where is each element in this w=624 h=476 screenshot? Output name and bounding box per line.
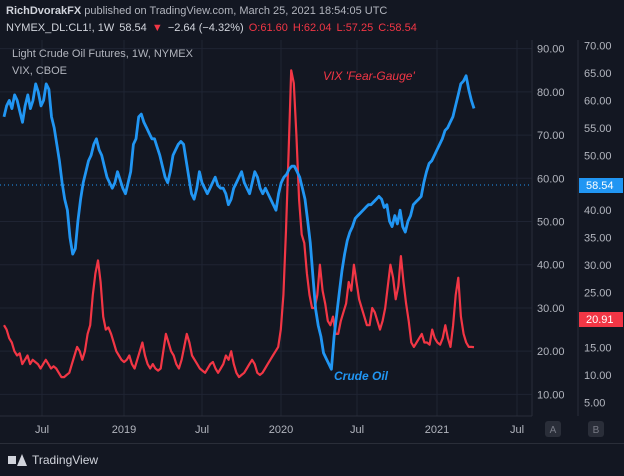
oil-price-label-text: 58.54 bbox=[586, 180, 614, 192]
open-value: O:61.60 bbox=[248, 22, 288, 34]
scale-button-b[interactable]: B bbox=[588, 421, 604, 437]
right-axis-tick: 10.00 bbox=[584, 370, 612, 382]
oil-price-label: 58.54 bbox=[579, 178, 623, 193]
right-axis-tick: 60.00 bbox=[584, 95, 612, 107]
time-axis-tick: 2019 bbox=[112, 424, 136, 436]
left-axis-tick: 40.00 bbox=[537, 260, 565, 272]
left-axis-tick: 80.00 bbox=[537, 87, 565, 99]
time-axis-tick: Jul bbox=[510, 424, 524, 436]
price-change: −2.64 (−4.32%) bbox=[167, 22, 244, 34]
ohlc-line: NYMEX_DL:CL1!, 1W 58.54 ▼ −2.64 (−4.32%)… bbox=[6, 22, 419, 34]
vix-annotation: VIX 'Fear-Gauge' bbox=[323, 69, 415, 83]
right-axis-tick: 25.00 bbox=[584, 287, 612, 299]
right-axis-tick: 40.00 bbox=[584, 205, 612, 217]
high-value: H:62.04 bbox=[292, 22, 332, 34]
symbol-label[interactable]: NYMEX_DL:CL1!, 1W bbox=[6, 22, 115, 34]
right-axis-tick: 35.00 bbox=[584, 233, 612, 245]
legend-oil: Light Crude Oil Futures, 1W, NYMEX bbox=[12, 48, 194, 60]
right-axis-tick: 30.00 bbox=[584, 260, 612, 272]
chart-background bbox=[0, 40, 624, 443]
left-axis-tick: 20.00 bbox=[537, 346, 565, 358]
legend-vix: VIX, CBOE bbox=[12, 65, 67, 77]
vix-price-label-text: 20.91 bbox=[586, 314, 614, 326]
brand-label: TradingView bbox=[32, 453, 99, 467]
chart-header: RichDvorakFX published on TradingView.co… bbox=[0, 0, 624, 40]
publish-line: RichDvorakFX published on TradingView.co… bbox=[6, 5, 387, 17]
tradingview-icon bbox=[8, 454, 27, 466]
left-axis-tick: 10.00 bbox=[537, 389, 565, 401]
right-axis-tick: 15.00 bbox=[584, 342, 612, 354]
right-axis-tick: 70.00 bbox=[584, 40, 612, 52]
time-axis-tick: Jul bbox=[35, 424, 49, 436]
crude-oil-series-line bbox=[2, 74, 476, 371]
time-axis-tick: 2020 bbox=[269, 424, 293, 436]
left-axis-tick: 60.00 bbox=[537, 173, 565, 185]
low-value: L:57.25 bbox=[336, 22, 374, 34]
scale-button-a-label: A bbox=[550, 425, 557, 436]
crude-oil-annotation: Crude Oil bbox=[334, 369, 389, 383]
close-value: C:58.54 bbox=[378, 22, 417, 34]
price-chart[interactable]: 90.00 80.00 70.00 60.00 50.00 40.00 30.00 20.00… bbox=[0, 40, 624, 443]
time-axis-tick: Jul bbox=[195, 424, 209, 436]
left-price-axis[interactable]: 90.00 80.00 70.00 60.00 50.00 40.00 30.00 20.00… bbox=[537, 44, 565, 402]
left-axis-tick: 70.00 bbox=[537, 130, 565, 142]
left-axis-tick: 30.00 bbox=[537, 303, 565, 315]
published-text: published on TradingView.com, March 25, … bbox=[84, 5, 388, 17]
last-price: 58.54 bbox=[119, 22, 147, 34]
legend: Light Crude Oil Futures, 1W, NYMEX VIX, … bbox=[12, 48, 194, 77]
down-arrow-icon: ▼ bbox=[151, 22, 163, 34]
footer-bar: TradingView bbox=[0, 443, 624, 476]
time-axis[interactable]: Jul 2019 Jul 2020 Jul 2021 Jul bbox=[35, 424, 524, 436]
chart-grid bbox=[0, 40, 532, 416]
scale-button-b-label: B bbox=[593, 425, 600, 436]
right-axis-tick: 5.00 bbox=[584, 397, 605, 409]
time-axis-tick: Jul bbox=[350, 424, 364, 436]
right-axis-tick: 65.00 bbox=[584, 68, 612, 80]
vix-series-line bbox=[3, 69, 475, 379]
left-axis-tick: 50.00 bbox=[537, 217, 565, 229]
scale-button-a[interactable]: A bbox=[545, 421, 561, 437]
right-axis-tick: 50.00 bbox=[584, 150, 612, 162]
vix-price-label: 20.91 bbox=[579, 312, 623, 327]
right-axis-tick: 55.00 bbox=[584, 123, 612, 135]
left-axis-tick: 90.00 bbox=[537, 44, 565, 56]
author-name[interactable]: RichDvorakFX bbox=[6, 5, 82, 17]
time-axis-tick: 2021 bbox=[425, 424, 449, 436]
tradingview-logo[interactable]: TradingView bbox=[8, 453, 98, 467]
